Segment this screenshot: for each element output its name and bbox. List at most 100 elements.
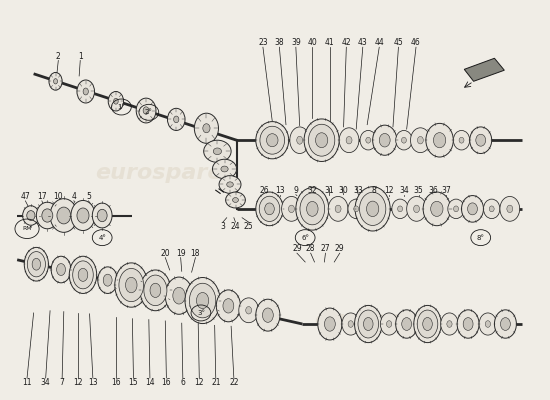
Text: 46: 46 — [411, 38, 421, 47]
Ellipse shape — [119, 268, 144, 302]
Ellipse shape — [167, 108, 185, 130]
Text: 6: 6 — [180, 378, 185, 387]
Text: 11: 11 — [23, 378, 32, 387]
Ellipse shape — [108, 92, 124, 111]
Ellipse shape — [324, 317, 336, 331]
Text: 41: 41 — [325, 38, 334, 47]
Ellipse shape — [296, 188, 329, 230]
Ellipse shape — [49, 72, 62, 90]
Ellipse shape — [36, 202, 58, 229]
Ellipse shape — [174, 116, 179, 123]
Ellipse shape — [103, 274, 112, 286]
Text: 12: 12 — [73, 378, 82, 387]
Text: 40: 40 — [307, 38, 317, 47]
Ellipse shape — [32, 258, 41, 270]
Text: eurospares: eurospares — [315, 310, 455, 330]
Ellipse shape — [423, 318, 432, 330]
Text: 27: 27 — [321, 244, 331, 253]
Ellipse shape — [490, 206, 494, 212]
Text: 1°: 1° — [117, 104, 125, 110]
Text: 8°: 8° — [477, 235, 485, 241]
Ellipse shape — [223, 299, 234, 313]
Text: 3: 3 — [221, 222, 225, 231]
Ellipse shape — [290, 127, 310, 154]
Text: eurospares: eurospares — [95, 164, 235, 184]
Ellipse shape — [297, 136, 302, 144]
Ellipse shape — [173, 287, 185, 304]
Ellipse shape — [454, 206, 459, 212]
Ellipse shape — [342, 313, 360, 335]
Text: 16: 16 — [162, 378, 171, 387]
Ellipse shape — [282, 196, 301, 221]
Ellipse shape — [355, 306, 382, 343]
Ellipse shape — [233, 198, 239, 202]
Ellipse shape — [339, 128, 359, 153]
Ellipse shape — [335, 205, 341, 212]
Text: 13: 13 — [276, 186, 285, 195]
Ellipse shape — [27, 211, 35, 220]
Ellipse shape — [262, 308, 273, 322]
Text: 2: 2 — [56, 52, 60, 60]
Text: 3°: 3° — [197, 310, 205, 316]
Ellipse shape — [358, 310, 378, 338]
Ellipse shape — [306, 202, 318, 216]
Ellipse shape — [410, 128, 430, 153]
Ellipse shape — [53, 79, 58, 84]
Text: 7: 7 — [60, 378, 64, 387]
Text: 38: 38 — [274, 38, 284, 47]
Ellipse shape — [318, 308, 342, 340]
Ellipse shape — [77, 80, 95, 103]
Ellipse shape — [246, 306, 252, 314]
Ellipse shape — [227, 182, 233, 187]
Ellipse shape — [417, 310, 438, 338]
Text: 29: 29 — [335, 244, 344, 253]
Ellipse shape — [239, 298, 258, 323]
Text: 47: 47 — [20, 192, 30, 201]
Ellipse shape — [24, 247, 48, 281]
Ellipse shape — [42, 209, 53, 222]
Ellipse shape — [256, 192, 283, 226]
Text: 17: 17 — [37, 192, 47, 201]
Ellipse shape — [448, 199, 464, 219]
Ellipse shape — [309, 124, 335, 156]
Ellipse shape — [417, 136, 424, 144]
Ellipse shape — [265, 203, 274, 215]
Ellipse shape — [194, 113, 218, 143]
Ellipse shape — [457, 310, 479, 338]
Text: 34: 34 — [41, 378, 51, 387]
Ellipse shape — [57, 207, 70, 224]
Ellipse shape — [136, 98, 156, 123]
Text: 2°: 2° — [145, 109, 153, 115]
Ellipse shape — [78, 268, 88, 281]
Ellipse shape — [500, 318, 510, 330]
Ellipse shape — [470, 127, 492, 154]
Ellipse shape — [150, 283, 161, 298]
Text: 39: 39 — [291, 38, 301, 47]
Ellipse shape — [196, 292, 209, 308]
Ellipse shape — [453, 130, 470, 150]
Ellipse shape — [28, 252, 46, 277]
Ellipse shape — [461, 196, 483, 222]
Text: 34: 34 — [400, 186, 409, 195]
Ellipse shape — [348, 199, 365, 219]
Ellipse shape — [216, 290, 240, 322]
Text: 9: 9 — [293, 186, 298, 195]
Ellipse shape — [366, 137, 371, 143]
Ellipse shape — [414, 306, 441, 343]
Ellipse shape — [328, 196, 348, 221]
Text: 37: 37 — [441, 186, 451, 195]
Ellipse shape — [406, 196, 426, 221]
Text: 26: 26 — [259, 186, 269, 195]
Ellipse shape — [494, 310, 516, 338]
Text: 14: 14 — [145, 378, 155, 387]
Text: 24: 24 — [230, 222, 240, 231]
Ellipse shape — [115, 263, 148, 307]
Ellipse shape — [348, 321, 353, 327]
Ellipse shape — [364, 318, 373, 330]
Text: 1: 1 — [78, 52, 82, 60]
Ellipse shape — [483, 199, 500, 219]
Ellipse shape — [387, 321, 392, 327]
Text: 16: 16 — [111, 378, 120, 387]
Ellipse shape — [500, 196, 520, 221]
Ellipse shape — [23, 206, 39, 225]
